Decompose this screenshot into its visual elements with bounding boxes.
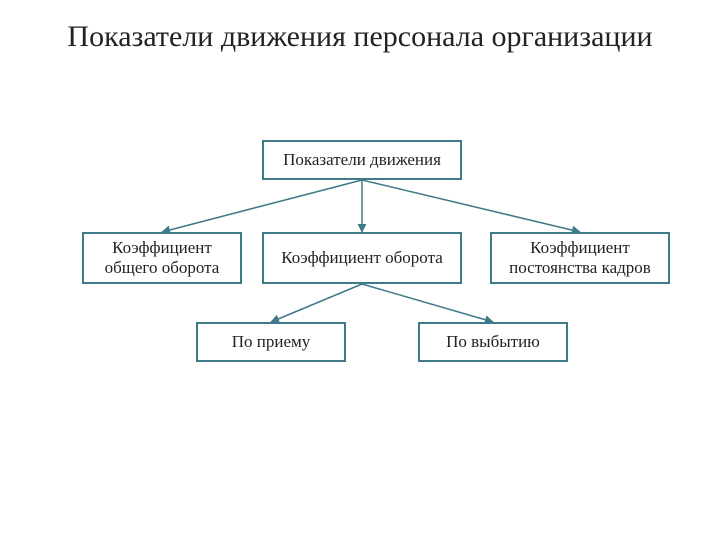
org-diagram: Показатели движения Коэффициент общего об…	[0, 0, 720, 540]
diagram-node: По выбытию	[418, 322, 568, 362]
diagram-node-label: Показатели движения	[283, 150, 441, 170]
diagram-node: Коэффициент постоянства кадров	[490, 232, 670, 284]
diagram-node: Коэффициент оборота	[262, 232, 462, 284]
diagram-node: Коэффициент общего оборота	[82, 232, 242, 284]
diagram-node-label: Коэффициент оборота	[281, 248, 443, 268]
diagram-node: По приему	[196, 322, 346, 362]
diagram-node-label: По выбытию	[446, 332, 540, 352]
diagram-node: Показатели движения	[262, 140, 462, 180]
diagram-node-label: Коэффициент общего оборота	[88, 238, 236, 277]
diagram-node-label: Коэффициент постоянства кадров	[496, 238, 664, 277]
diagram-node-label: По приему	[232, 332, 311, 352]
